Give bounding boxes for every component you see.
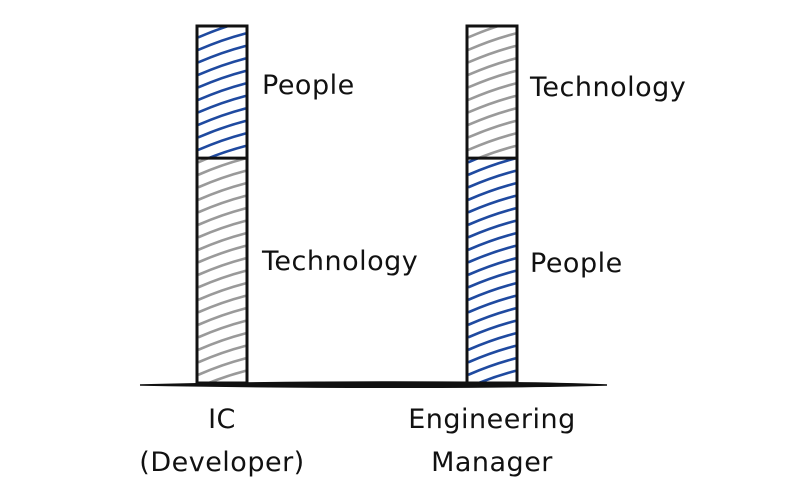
- hatch-stroke: [467, 232, 517, 251]
- hatch-stroke: [467, 294, 517, 314]
- bar-segment-manager-technology: [467, 0, 517, 159]
- hatch-stroke: [197, 357, 247, 376]
- hatch-stroke: [197, 294, 247, 314]
- hatch-stroke: [197, 257, 247, 276]
- hatch-stroke: [197, 282, 247, 301]
- hatch-stroke: [467, 182, 517, 201]
- hatch-stroke: [467, 32, 517, 51]
- hatch-stroke: [197, 44, 247, 64]
- hatch-stroke: [197, 269, 247, 289]
- bar-outline-ic: [195, 24, 249, 385]
- hatch-stroke: [197, 119, 247, 139]
- bar-ic: [195, 0, 249, 385]
- hatch-stroke: [197, 169, 247, 189]
- category-label-manager-line1: Engineering: [408, 404, 576, 435]
- hatch-stroke: [467, 244, 517, 264]
- bar-segment-manager-people: [467, 158, 517, 383]
- bar-engineering-manager: [465, 0, 519, 385]
- hatch-stroke: [467, 194, 517, 214]
- hatch-stroke: [467, 319, 517, 339]
- hatch-stroke: [467, 344, 517, 364]
- segment-label-manager-people: People: [530, 248, 623, 279]
- hatch-stroke: [467, 332, 517, 351]
- hatch-stroke: [197, 332, 247, 351]
- hatch-stroke: [197, 57, 247, 76]
- hatch-stroke: [199, 0, 245, 12]
- hatch-stroke: [467, 26, 503, 39]
- hatch-stroke: [467, 44, 517, 64]
- hatch-stroke: [467, 269, 517, 289]
- bar-segment-ic-people: [197, 0, 247, 159]
- hatch-stroke: [197, 319, 247, 339]
- hatch-stroke: [197, 82, 247, 101]
- hatch-stroke: [197, 94, 247, 114]
- hatch-stroke: [467, 158, 482, 164]
- hatch-stroke: [197, 232, 247, 251]
- hatch-stroke: [205, 144, 247, 159]
- hatch-stroke: [475, 144, 517, 159]
- hatch-stroke: [205, 369, 247, 383]
- hatch-stroke: [469, 9, 515, 25]
- segment-label-ic-people: People: [262, 70, 355, 101]
- hatch-stroke: [467, 207, 517, 226]
- category-label-manager-line2: Manager: [431, 447, 553, 478]
- hatch-stroke: [469, 0, 515, 12]
- hatch-stroke: [467, 169, 517, 189]
- hatch-stroke: [467, 307, 517, 326]
- segment-label-ic-technology: Technology: [261, 246, 418, 277]
- hatch-stroke: [197, 69, 247, 89]
- bar-segment-ic-technology: [197, 158, 247, 383]
- segment-label-manager-technology: Technology: [529, 72, 686, 103]
- hatch-stroke: [467, 282, 517, 301]
- hatch-stroke: [467, 107, 517, 126]
- hatch-stroke: [197, 244, 247, 264]
- hatch-stroke: [197, 194, 247, 214]
- hatch-stroke: [197, 26, 233, 39]
- hatch-stroke: [197, 107, 247, 126]
- hatch-stroke: [197, 207, 247, 226]
- hatch-stroke: [197, 158, 212, 164]
- hatch-stroke: [197, 344, 247, 364]
- hatch-stroke: [467, 257, 517, 276]
- hatch-stroke: [197, 307, 247, 326]
- hatch-stroke: [467, 357, 517, 376]
- hatch-stroke: [475, 369, 517, 383]
- category-label-ic-line1: IC: [208, 404, 236, 435]
- category-label-ic-line2: (Developer): [139, 447, 304, 478]
- baseline: [139, 381, 608, 388]
- hatch-stroke: [467, 82, 517, 101]
- hatch-stroke: [467, 119, 517, 139]
- hatch-stroke: [467, 69, 517, 89]
- hatch-stroke: [197, 219, 247, 239]
- hatch-stroke: [467, 94, 517, 114]
- hatch-stroke: [467, 219, 517, 239]
- hatch-stroke: [467, 132, 517, 151]
- hatch-stroke: [197, 182, 247, 201]
- hatch-stroke: [467, 57, 517, 76]
- bar-outline-manager: [465, 24, 519, 385]
- hatch-stroke: [199, 9, 245, 25]
- hatch-stroke: [197, 32, 247, 51]
- hatch-stroke: [197, 132, 247, 151]
